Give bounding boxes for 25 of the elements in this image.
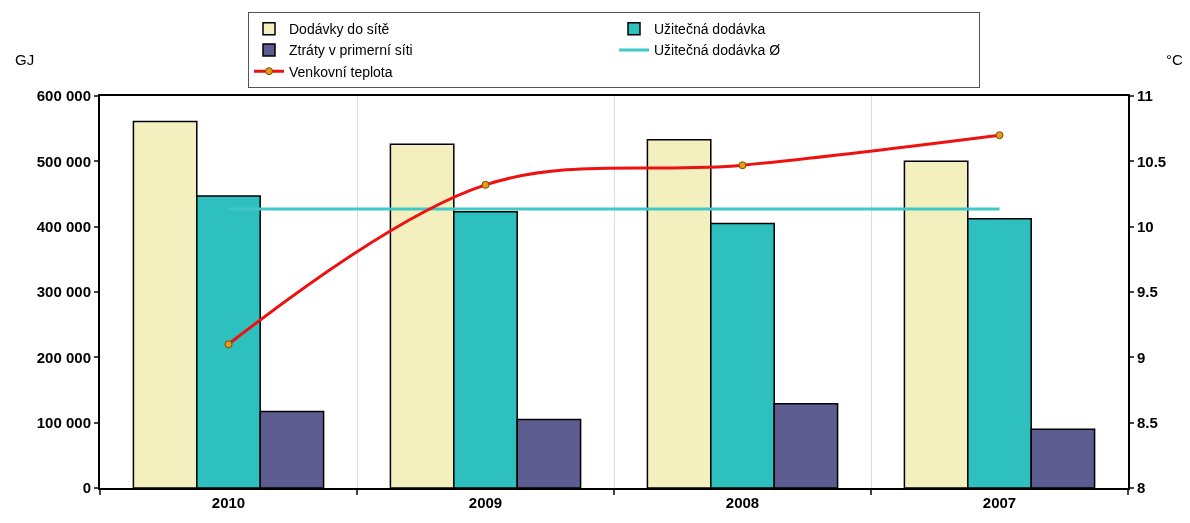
y2-tick-label: 8.5 bbox=[1137, 413, 1158, 431]
y-tick-label: 400 000 bbox=[36, 217, 91, 235]
y-axis-title: GJ bbox=[15, 51, 35, 68]
y2-tick-label: 9 bbox=[1137, 348, 1146, 366]
legend-label: Ztráty v primerní síti bbox=[289, 42, 413, 59]
y-tick-label: 100 000 bbox=[36, 413, 91, 431]
x-tick-label: 2008 bbox=[725, 494, 760, 511]
y-tick-label: 200 000 bbox=[36, 348, 91, 366]
y2-tick-label: 10 bbox=[1137, 217, 1154, 235]
x-tick-label: 2007 bbox=[982, 494, 1017, 511]
y2-tick-label: 10.5 bbox=[1137, 152, 1167, 170]
x-tick-label: 2009 bbox=[468, 494, 503, 511]
y2-tick-label: 9.5 bbox=[1137, 283, 1158, 301]
y-tick-label: 0 bbox=[82, 479, 91, 497]
legend-label: Dodávky do sítě bbox=[289, 21, 390, 38]
y-tick-label: 500 000 bbox=[36, 152, 91, 170]
y-tick-label: 600 000 bbox=[36, 87, 91, 105]
x-tick-label: 2010 bbox=[211, 494, 246, 511]
y2-tick-label: 11 bbox=[1137, 87, 1153, 105]
legend-label: Venkovní teplota bbox=[289, 63, 393, 80]
y-tick-label: 300 000 bbox=[36, 283, 91, 301]
legend-label: Užitečná dodávka Ø bbox=[654, 42, 781, 59]
y2-tick-label: 8 bbox=[1137, 479, 1146, 497]
legend-label: Užitečná dodávka bbox=[654, 21, 766, 38]
y2-axis-title: °C bbox=[1166, 51, 1183, 68]
